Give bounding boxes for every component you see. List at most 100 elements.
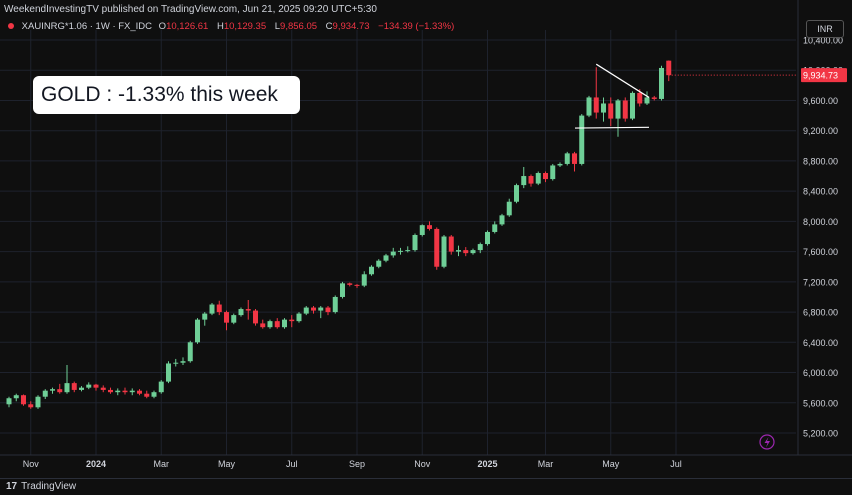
candle: [427, 221, 432, 231]
candle: [659, 65, 664, 101]
candle: [224, 310, 229, 331]
candle: [369, 265, 374, 276]
candle: [71, 381, 77, 393]
candle: [260, 319, 266, 329]
candles-layer: [6, 60, 672, 409]
y-tick-label: 8,800.00: [803, 156, 838, 166]
candle: [35, 395, 41, 409]
candle: [303, 306, 309, 316]
candle: [630, 91, 635, 121]
candle: [572, 151, 577, 172]
trendline-lower[interactable]: [574, 126, 650, 129]
candle: [166, 361, 171, 384]
candle: [666, 60, 672, 82]
y-tick-label: 7,600.00: [803, 247, 838, 257]
candle: [383, 253, 389, 263]
candle: [187, 340, 193, 363]
high-value: 10,129.35: [223, 21, 267, 32]
candle: [6, 396, 12, 408]
y-tick-label: 10,400.00: [803, 36, 843, 46]
grid-lines: [0, 30, 796, 455]
candle: [28, 401, 34, 409]
candle: [64, 364, 70, 394]
candle: [129, 388, 135, 396]
candle: [173, 358, 179, 367]
candle: [354, 284, 360, 288]
candle: [376, 259, 382, 269]
candle: [325, 306, 331, 316]
tradingview-logo-icon: 17: [6, 481, 18, 492]
x-tick-label: Nov: [23, 459, 40, 469]
y-tick-label: 8,400.00: [803, 187, 838, 197]
candle: [535, 171, 541, 186]
candle: [296, 312, 302, 323]
tradingview-logo[interactable]: 17 TradingView: [6, 481, 76, 492]
currency-button[interactable]: INR: [806, 20, 844, 38]
candle: [332, 295, 338, 314]
candle: [282, 318, 287, 329]
candle: [21, 394, 26, 406]
candle: [202, 312, 208, 326]
candle: [93, 383, 99, 391]
candle: [42, 389, 48, 399]
symbol-status-dot: [8, 22, 14, 29]
y-tick-label: 6,800.00: [803, 308, 838, 318]
time-axis[interactable]: Nov 2024 Mar May Jul Sep Nov 2025 Mar May Jul: [0, 454, 852, 469]
candle: [122, 387, 128, 395]
candle: [209, 303, 215, 316]
candle: [477, 242, 483, 254]
x-tick-label: Mar: [154, 459, 170, 469]
candle: [644, 91, 650, 105]
candle: [347, 282, 353, 287]
weekly-change-callout: GOLD : -1.33% this week: [33, 76, 300, 114]
symbol-label[interactable]: XAUINRG*1.06 · 1W · FX_IDC: [21, 21, 153, 32]
candle: [180, 357, 186, 365]
x-tick-label: Nov: [414, 459, 431, 469]
candle: [231, 313, 237, 325]
candle: [144, 390, 150, 399]
x-tick-label: 2024: [86, 459, 106, 469]
candle: [253, 309, 258, 326]
candle: [586, 95, 592, 118]
y-tick-label: 9,200.00: [803, 126, 838, 136]
x-tick-label: Jul: [670, 459, 682, 469]
x-tick-label: Jul: [286, 459, 298, 469]
x-tick-label: Sep: [349, 459, 365, 469]
y-tick-label: 6,400.00: [803, 338, 838, 348]
candle: [318, 306, 324, 319]
candle: [514, 183, 519, 204]
candle: [593, 67, 599, 119]
candle: [608, 97, 614, 127]
candle: [50, 387, 55, 394]
price-axis[interactable]: 5,200.00 5,600.00 6,000.00 6,400.00 6,800.00…: [797, 0, 847, 455]
candle: [274, 318, 280, 329]
published-line: WeekendInvestingTV published on TradingV…: [4, 4, 377, 15]
y-tick-label: 9,600.00: [803, 96, 838, 106]
candle: [13, 393, 19, 402]
candle: [100, 385, 106, 393]
annotation-layer: [574, 63, 798, 129]
candle: [463, 247, 469, 257]
trendline-upper[interactable]: [595, 63, 650, 98]
candle: [57, 383, 63, 394]
x-tick-label: May: [218, 459, 236, 469]
candle: [115, 388, 121, 396]
svg-text:9,934.73: 9,934.73: [803, 71, 838, 81]
candle: [238, 307, 244, 317]
candle: [216, 300, 222, 316]
ohlc-legend: XAUINRG*1.06 · 1W · FX_IDC O10,126.61 H1…: [8, 21, 460, 32]
candle: [434, 227, 440, 270]
lightning-icon[interactable]: [759, 434, 775, 450]
y-tick-label: 7,200.00: [803, 277, 838, 287]
candle: [550, 163, 556, 181]
candle: [79, 386, 84, 392]
candle: [340, 281, 345, 299]
candle: [390, 247, 396, 258]
candle: [398, 247, 403, 255]
candle: [492, 221, 498, 234]
candle: [485, 230, 490, 246]
candle: [158, 380, 164, 394]
candle: [528, 174, 534, 187]
